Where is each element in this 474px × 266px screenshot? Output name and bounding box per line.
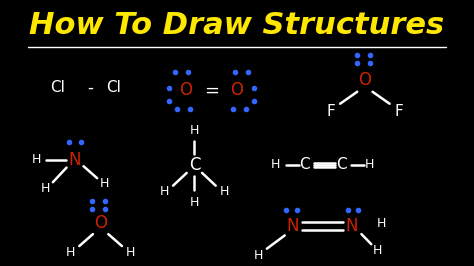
Text: H: H xyxy=(219,185,229,198)
Text: -: - xyxy=(87,79,93,97)
Text: H: H xyxy=(66,246,75,259)
Text: How To Draw Structures: How To Draw Structures xyxy=(29,11,445,40)
Text: H: H xyxy=(190,124,199,137)
Text: O: O xyxy=(230,81,244,99)
Text: C: C xyxy=(189,156,200,174)
Text: O: O xyxy=(94,214,107,232)
Text: N: N xyxy=(69,151,81,169)
Text: =: = xyxy=(204,81,219,99)
Text: F: F xyxy=(394,104,403,119)
Text: N: N xyxy=(346,217,358,235)
Text: H: H xyxy=(373,244,383,256)
Text: H: H xyxy=(100,177,109,190)
Text: H: H xyxy=(271,159,280,171)
Text: O: O xyxy=(179,81,192,99)
Text: C: C xyxy=(299,157,310,172)
Text: H: H xyxy=(190,196,199,209)
Text: Cl: Cl xyxy=(106,80,121,95)
Text: H: H xyxy=(160,185,169,198)
Text: Cl: Cl xyxy=(51,80,65,95)
Text: H: H xyxy=(32,153,41,166)
Text: H: H xyxy=(254,249,263,262)
Text: F: F xyxy=(327,104,335,119)
Text: N: N xyxy=(286,217,299,235)
Text: H: H xyxy=(365,159,374,171)
Text: H: H xyxy=(126,246,135,259)
Text: H: H xyxy=(377,217,387,230)
Text: H: H xyxy=(40,182,50,195)
Text: O: O xyxy=(358,71,371,89)
Text: C: C xyxy=(336,157,347,172)
